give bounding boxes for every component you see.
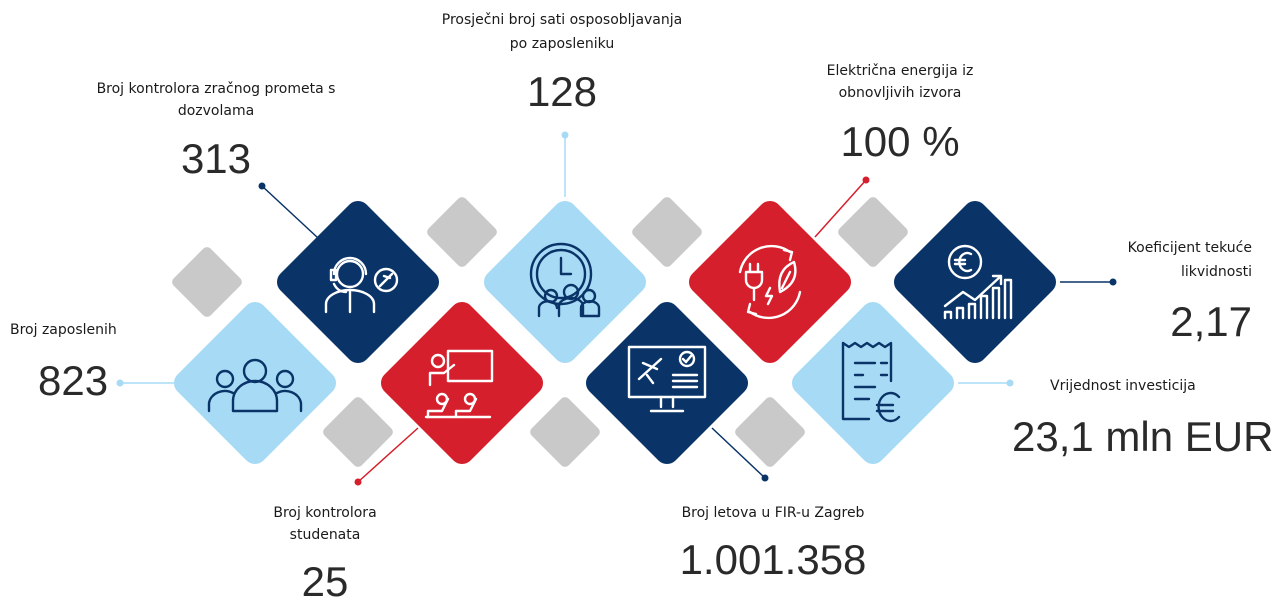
diamonds [172,197,1057,467]
connector-dot [258,182,266,190]
connector-line [357,427,419,483]
gray-diamond [530,397,600,467]
gray-diamond [172,247,242,317]
diamond [380,301,544,465]
gray-diamond [735,397,805,467]
connectors [116,131,1117,486]
gray-diamond [427,197,497,267]
item-label: Broj kontrolora zračnog prometa s [97,81,336,97]
item-value: 313 [181,135,251,182]
connector-dot [761,474,769,482]
gray-diamond [632,197,702,267]
item-value: 1.001.358 [680,536,867,583]
gray-diamond [838,197,908,267]
connector-line [261,185,319,239]
icon-receipt [841,341,901,423]
item-label: po zaposleniku [510,36,614,52]
icon-training [424,349,494,419]
connector-line [711,427,766,479]
item-label: obnovljivih izvora [839,85,962,101]
icon-people [207,358,303,413]
connector-dot [1109,278,1117,286]
item-label: Broj zaposlenih [10,322,117,338]
connector-dot [116,379,124,387]
item-label: Električna energija iz [827,63,974,79]
item-label: Broj letova u FIR-u Zagreb [682,505,865,521]
connector-dot [862,176,870,184]
icon-monitor [627,345,707,413]
item-label: Prosječni broj sati osposobljavanja [442,12,682,28]
item-value: 100 % [840,118,959,165]
item-label: dozvolama [178,103,254,119]
item-value: 128 [527,68,597,115]
diamond [791,301,955,465]
item-label: Broj kontrolora [273,505,376,521]
item-label: studenata [290,527,361,543]
connector-dot [354,478,362,486]
item-value: 23,1 mln EUR [1012,413,1273,460]
labels: Broj zaposlenih 823 Broj kontrolora zračno… [10,12,1273,601]
icons [207,242,1013,423]
item-value: 2,17 [1170,298,1252,345]
item-label: Vrijednost investicija [1050,378,1196,394]
diamond [585,301,749,465]
connector-dot [561,131,569,139]
diamond [688,200,852,364]
gray-diamond [323,397,393,467]
icon-controller [324,256,399,314]
item-value: 25 [302,558,349,601]
diamond [893,200,1057,364]
icon-euro-chart [943,244,1013,320]
connector-line [814,179,867,238]
diamond [276,200,440,364]
diamond [483,200,647,364]
item-label: Koeficijent tekuće [1128,240,1252,256]
icon-energy [738,244,802,320]
item-value: 823 [38,357,108,404]
item-label: likvidnosti [1181,264,1252,280]
connector-dot [1006,379,1014,387]
icon-clock [529,242,601,318]
